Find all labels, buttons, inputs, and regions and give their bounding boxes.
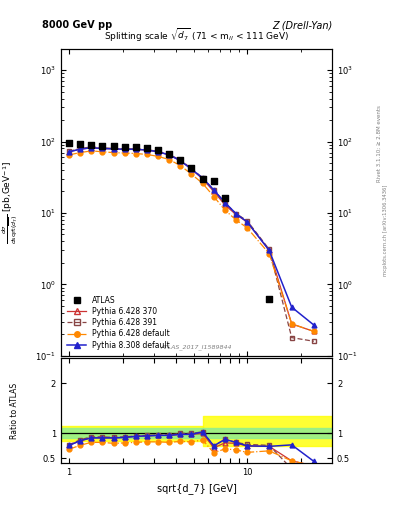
Point (99, 141, 106, 150)
Point (155, 146, 161, 155)
Text: mcplots.cern.ch [arXiv:1306.3436]: mcplots.cern.ch [arXiv:1306.3436] (384, 185, 388, 276)
Point (66, 139, 72, 147)
Point (266, 295, 272, 303)
Point (166, 150, 173, 158)
Point (211, 177, 217, 185)
Point (199, 175, 206, 183)
Text: Rivet 3.1.10; ≥ 2.8M events: Rivet 3.1.10; ≥ 2.8M events (377, 105, 382, 182)
Y-axis label: Ratio to ATLAS: Ratio to ATLAS (10, 383, 19, 439)
Point (88, 141, 94, 149)
Text: 8000 GeV pp: 8000 GeV pp (42, 20, 112, 30)
Text: ATLAS_2017_I1589844: ATLAS_2017_I1589844 (161, 344, 232, 350)
Text: Splitting scale $\sqrt{d_7}$ (71 < m$_{ll}$ < 111 GeV): Splitting scale $\sqrt{d_7}$ (71 < m$_{l… (104, 27, 289, 44)
X-axis label: sqrt{d_7} [GeV]: sqrt{d_7} [GeV] (156, 483, 237, 494)
Point (110, 142, 117, 150)
Y-axis label: $\frac{d\sigma}{d\mathrm{sqrt}(\overline{d_7})}$ [pb,GeV$^{-1}$]: $\frac{d\sigma}{d\mathrm{sqrt}(\overline… (0, 161, 19, 244)
Point (122, 142, 128, 151)
Point (222, 195, 228, 203)
Point (177, 156, 184, 164)
Text: Z (Drell-Yan): Z (Drell-Yan) (272, 20, 332, 30)
Point (133, 143, 139, 152)
Legend: ATLAS, Pythia 6.428 370, Pythia 6.428 391, Pythia 6.428 default, Pythia 8.308 de: ATLAS, Pythia 6.428 370, Pythia 6.428 39… (65, 293, 172, 352)
Point (77, 140, 83, 148)
Point (144, 144, 150, 153)
Point (188, 164, 195, 173)
